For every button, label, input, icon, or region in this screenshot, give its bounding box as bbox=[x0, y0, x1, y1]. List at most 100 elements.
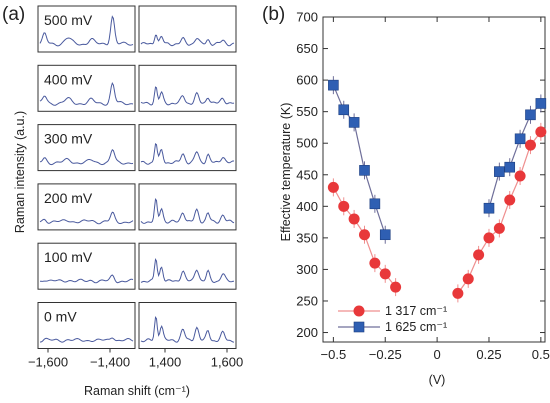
data-point-square bbox=[379, 229, 391, 241]
voltage-label: 300 mV bbox=[44, 131, 93, 147]
y-tick-label: 400 bbox=[296, 199, 318, 214]
spectrum-box-right bbox=[138, 5, 237, 53]
series-line bbox=[457, 131, 542, 294]
data-point-circle bbox=[390, 281, 402, 293]
spectrum-line-left bbox=[39, 211, 134, 225]
data-point-circle bbox=[493, 222, 505, 234]
spectrum-box-left bbox=[37, 5, 136, 53]
spectrum-box-right bbox=[138, 242, 237, 290]
y-tick-label: 550 bbox=[296, 104, 318, 119]
spectrum-line-left bbox=[39, 81, 134, 106]
data-point-square bbox=[348, 117, 360, 128]
plot-frame bbox=[322, 16, 546, 343]
y-tick-label: 300 bbox=[296, 262, 318, 277]
legend-label-1625: 1 625 cm⁻¹ bbox=[385, 320, 447, 334]
data-point-square bbox=[338, 104, 350, 116]
spectrum-line-right bbox=[140, 143, 235, 165]
spectrum-line-right bbox=[140, 86, 235, 106]
data-point-square bbox=[369, 198, 381, 210]
legend-marker-1317 bbox=[353, 305, 365, 317]
tick-label: 1,400 bbox=[149, 355, 182, 370]
spectrum-row: 200 mV bbox=[37, 183, 237, 231]
y-tick-label: 250 bbox=[296, 293, 318, 308]
spectrum-box-left bbox=[37, 242, 136, 290]
panel-b-label: (b) bbox=[262, 4, 285, 25]
y-axis-title: Effective temperature (K) bbox=[279, 103, 293, 242]
y-tick-label: 650 bbox=[296, 41, 318, 56]
data-point-square bbox=[504, 161, 516, 173]
x-axis-title: (V) bbox=[429, 373, 446, 387]
spectrum-box-right bbox=[138, 64, 237, 112]
spectrum-row: 0 mV bbox=[37, 302, 237, 349]
legend: 1 317 cm⁻¹ 1 625 cm⁻¹ bbox=[338, 304, 447, 334]
spectrum-line-left bbox=[40, 337, 134, 343]
legend-marker-1625 bbox=[353, 321, 365, 333]
data-point-square bbox=[494, 166, 505, 177]
panel-a-x-ticks: −1,600 −1,400 1,400 1,600 bbox=[28, 348, 244, 370]
data-point-circle bbox=[348, 213, 360, 225]
data-point-circle bbox=[327, 181, 339, 193]
tick-label: 1,600 bbox=[211, 355, 244, 370]
data-point-circle bbox=[358, 229, 370, 241]
data-point-circle bbox=[452, 287, 464, 299]
x-tick-label: 0.5 bbox=[532, 347, 550, 362]
y-tick-label: 350 bbox=[296, 230, 318, 245]
voltage-label: 100 mV bbox=[44, 249, 93, 265]
panel-a-y-axis-label: Raman intensity (a.u.) bbox=[13, 111, 27, 233]
x-tick-label: −0.5 bbox=[321, 347, 347, 362]
panel-a-label: (a) bbox=[2, 4, 25, 25]
spectrum-row: 400 mV bbox=[37, 64, 237, 112]
data-point-circle bbox=[379, 268, 391, 280]
y-tick-label: 450 bbox=[296, 167, 318, 182]
data-point-square bbox=[483, 202, 495, 214]
data-point-circle bbox=[524, 139, 536, 151]
x-tick-label: 0.25 bbox=[476, 347, 501, 362]
x-tick-label: −0.25 bbox=[369, 347, 402, 362]
spectrum-line-left bbox=[39, 274, 134, 284]
voltage-label: 400 mV bbox=[44, 71, 93, 87]
data-point-square bbox=[525, 109, 536, 121]
spectrum-box-left bbox=[37, 302, 136, 349]
spectrum-line-right bbox=[140, 315, 235, 343]
spectrum-row: 100 mV bbox=[37, 242, 237, 290]
panel-a-x-axis-label: Raman shift (cm⁻¹) bbox=[84, 384, 190, 398]
voltage-label: 500 mV bbox=[44, 12, 93, 28]
tick-label: −1,600 bbox=[28, 355, 68, 370]
data-point-circle bbox=[535, 126, 547, 138]
spectrum-box-left bbox=[37, 124, 136, 172]
data-point-square bbox=[514, 133, 526, 145]
data-point-square bbox=[359, 165, 370, 176]
data-point-circle bbox=[473, 249, 485, 261]
spectrum-row: 300 mV bbox=[37, 124, 237, 172]
spectrum-line-right bbox=[140, 34, 235, 47]
tick-label: −1,400 bbox=[90, 355, 130, 370]
data-point-circle bbox=[369, 257, 381, 269]
data-point-circle bbox=[514, 170, 526, 182]
spectrum-row: 500 mV bbox=[37, 5, 237, 53]
spectrum-line-right bbox=[140, 197, 235, 224]
data-point-circle bbox=[462, 273, 474, 285]
data-point-square bbox=[535, 98, 547, 109]
voltage-label: 0 mV bbox=[44, 309, 77, 325]
spectrum-box-right bbox=[138, 302, 237, 349]
voltage-label: 200 mV bbox=[44, 190, 93, 206]
data-point-circle bbox=[504, 194, 516, 206]
spectrum-box-left bbox=[37, 64, 136, 112]
data-point-circle bbox=[483, 232, 495, 244]
panel-b-series bbox=[327, 76, 547, 303]
spectrum-box-left bbox=[37, 183, 136, 231]
spectrum-box-right bbox=[138, 183, 237, 231]
y-tick-label: 600 bbox=[296, 73, 318, 88]
x-tick-label: 0 bbox=[433, 347, 440, 362]
y-tick-label: 200 bbox=[296, 325, 318, 340]
y-tick-label: 700 bbox=[296, 10, 318, 25]
spectrum-line-left bbox=[39, 15, 134, 47]
data-point-circle bbox=[338, 200, 350, 212]
y-tick-label: 500 bbox=[296, 136, 318, 151]
data-point-square bbox=[328, 79, 339, 91]
spectrum-box-right bbox=[138, 124, 237, 172]
panel-a-spectra: 500 mV 400 mV 300 mV 200 mV 100 mV 0 mV bbox=[37, 5, 237, 349]
spectrum-line-left bbox=[39, 149, 134, 166]
panel-b-axes: 200 250 300 350 400 450 500 550 600 650 700 −0.5 −0.… bbox=[296, 10, 550, 363]
